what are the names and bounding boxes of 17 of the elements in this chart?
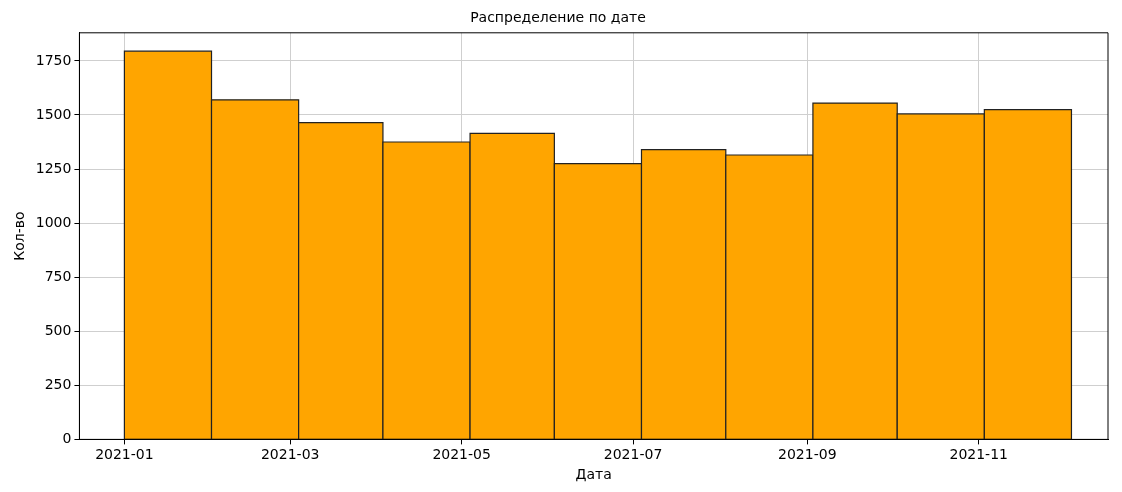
x-tick-label: 2021-03 <box>260 446 320 463</box>
x-tick-label: 2021-01 <box>95 446 154 463</box>
x-axis-title: Дата <box>575 466 612 483</box>
y-tick-label: 500 <box>44 321 72 338</box>
y-axis-title: Кол-во <box>11 211 28 261</box>
y-tick-label: 1500 <box>35 105 72 122</box>
chart-title: Распределение по дате <box>470 9 646 26</box>
x-tick-label: 2021-05 <box>432 446 491 463</box>
y-tick-label: 750 <box>44 267 72 284</box>
x-tick-label: 2021-11 <box>949 446 1008 463</box>
x-tick-label: 2021-07 <box>603 446 663 463</box>
y-tick-label: 0 <box>62 430 72 447</box>
y-tick-label: 1250 <box>35 159 72 176</box>
y-tick-label: 1000 <box>35 213 72 230</box>
x-tick-label: 2021-09 <box>778 446 837 463</box>
y-tick-label: 1750 <box>35 51 72 68</box>
y-tick-label: 250 <box>44 375 72 392</box>
